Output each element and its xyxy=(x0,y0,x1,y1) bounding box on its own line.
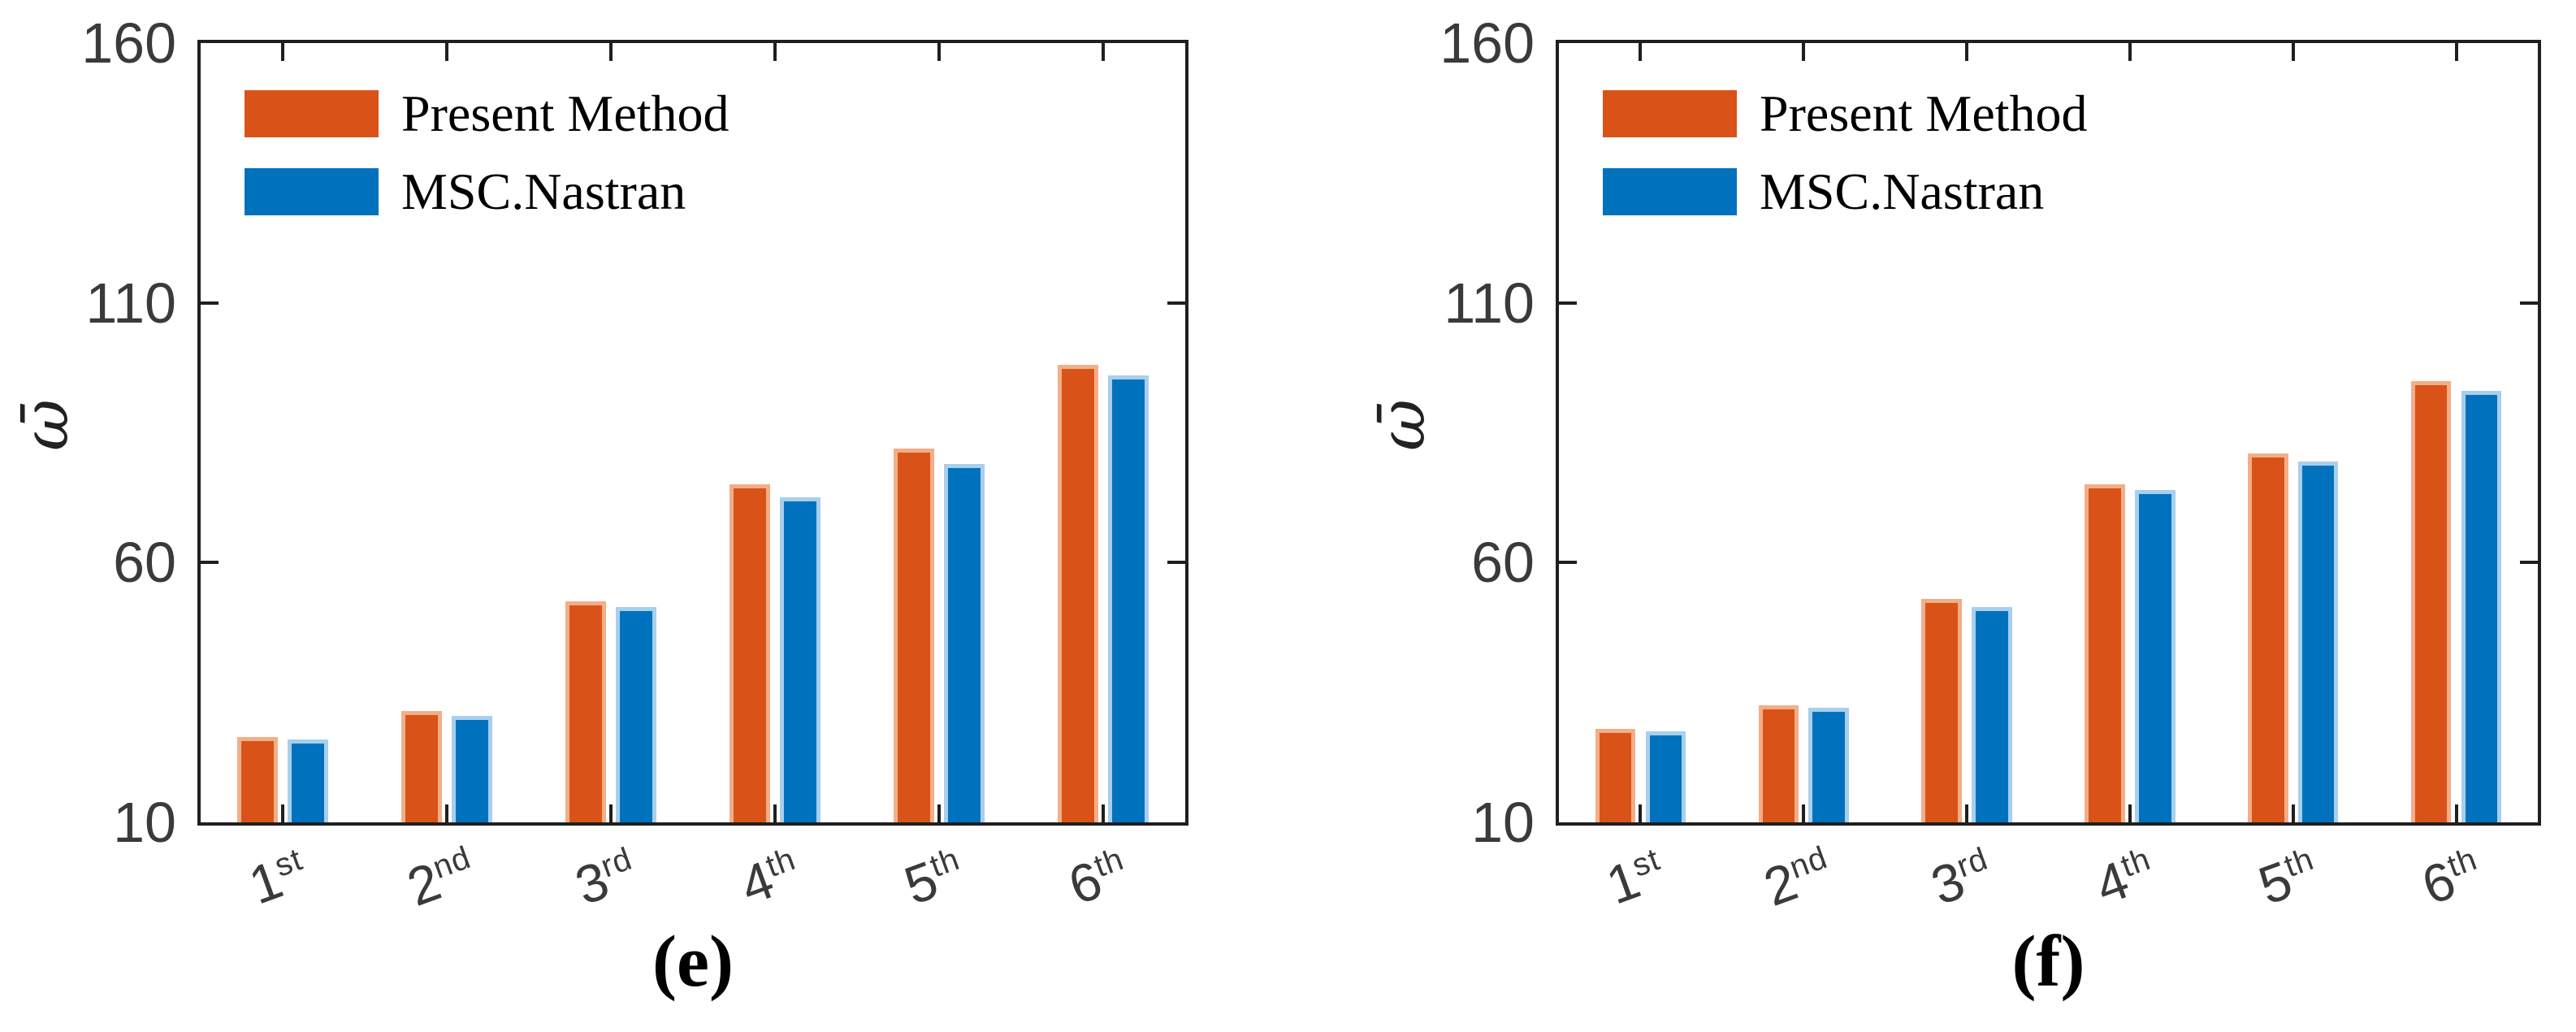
bar-msc-nastran-3rd xyxy=(616,606,656,822)
bar-msc-nastran-4th xyxy=(2135,489,2176,822)
x-tick-mark xyxy=(2454,43,2458,61)
legend-entry-present-method: Present Method xyxy=(1603,84,2088,144)
x-tick-mark xyxy=(2128,43,2132,61)
y-tick-label-110: 110 xyxy=(85,271,176,335)
x-tick-label-1st: 1st xyxy=(241,841,308,916)
plot-area: 10 60 110 160 1st 2nd 3rd 4th 5th 6th Present Meth… xyxy=(1440,11,2541,917)
bar-present-method-3rd xyxy=(565,601,606,822)
x-tick-mark xyxy=(937,43,941,61)
bar-present-method-6th xyxy=(1058,365,1098,822)
bar-msc-nastran-5th xyxy=(944,463,985,822)
x-tick-mark xyxy=(1102,43,1105,61)
x-tick-label-3rd: 3rd xyxy=(1923,840,1993,917)
bar-present-method-2nd xyxy=(1758,705,1799,822)
x-tick-label-5th: 5th xyxy=(896,840,965,917)
legend: Present Method MSC.Nastran xyxy=(1603,84,2088,240)
x-tick-mark xyxy=(281,43,284,61)
x-tick-label-2nd: 2nd xyxy=(1756,839,1833,917)
x-tick-mark xyxy=(773,43,777,61)
legend-label: MSC.Nastran xyxy=(1760,163,2045,220)
y-tick-label-60: 60 xyxy=(113,531,176,595)
bar-present-method-6th xyxy=(2410,380,2452,822)
bar-msc-nastran-5th xyxy=(2297,461,2339,822)
legend-swatch xyxy=(245,90,379,137)
x-tick-mark xyxy=(445,43,448,61)
x-tick-mark xyxy=(609,804,613,822)
x-tick-label-6th: 6th xyxy=(1060,840,1129,917)
bar-msc-nastran-3rd xyxy=(1972,606,2012,822)
y-tick-label-160: 160 xyxy=(1440,11,1535,75)
legend-entry-present-method: Present Method xyxy=(245,84,730,144)
legend-swatch xyxy=(1603,168,1737,215)
x-tick-mark xyxy=(1802,804,1806,822)
bar-present-method-4th xyxy=(730,484,770,822)
bar-msc-nastran-6th xyxy=(1108,375,1149,822)
bar-msc-nastran-1st xyxy=(288,739,328,822)
legend-label: Present Method xyxy=(401,85,730,142)
x-tick-mark xyxy=(1965,804,1969,822)
bar-present-method-3rd xyxy=(1921,599,1962,822)
omega-bar-symbol: ω̄ xyxy=(10,399,83,451)
x-tick-label-5th: 5th xyxy=(2250,840,2318,917)
bar-msc-nastran-1st xyxy=(1645,731,1686,822)
legend-label: MSC.Nastran xyxy=(401,163,686,220)
y-axis-label: ω̄ xyxy=(1358,380,1448,470)
omega-bar-symbol: ω̄ xyxy=(1366,399,1440,451)
panel-caption: (e) xyxy=(652,921,734,1002)
y-tick-label-10: 10 xyxy=(1471,791,1535,854)
bar-present-method-2nd xyxy=(401,710,442,822)
bar-present-method-1st xyxy=(237,736,278,822)
legend: Present Method MSC.Nastran xyxy=(245,84,730,240)
x-tick-mark xyxy=(281,804,284,822)
x-tick-mark xyxy=(2128,804,2132,822)
bar-present-method-1st xyxy=(1595,728,1636,822)
bar-present-method-5th xyxy=(2248,453,2288,822)
y-tick-mark xyxy=(1167,301,1185,305)
x-tick-mark xyxy=(2291,804,2295,822)
legend-entry-msc-nastran: MSC.Nastran xyxy=(245,162,730,222)
y-tick-label-110: 110 xyxy=(1444,271,1535,335)
x-tick-mark xyxy=(1102,804,1105,822)
x-tick-mark xyxy=(1639,804,1643,822)
y-tick-label-160: 160 xyxy=(81,11,176,75)
x-tick-label-2nd: 2nd xyxy=(399,839,476,917)
x-tick-mark xyxy=(937,804,941,822)
legend-label: Present Method xyxy=(1760,85,2088,142)
y-tick-mark xyxy=(201,561,219,565)
x-tick-mark xyxy=(445,804,448,822)
y-tick-mark xyxy=(2520,561,2538,565)
x-tick-mark xyxy=(1639,43,1643,61)
x-tick-mark xyxy=(1965,43,1969,61)
x-tick-label-4th: 4th xyxy=(2087,840,2155,917)
y-tick-label-10: 10 xyxy=(113,791,176,854)
y-tick-label-60: 60 xyxy=(1471,531,1535,595)
x-tick-label-3rd: 3rd xyxy=(567,840,637,917)
y-tick-mark xyxy=(201,301,219,305)
plot-area: 10 60 110 160 1st 2nd 3rd 4th 5th 6th Present Meth… xyxy=(81,11,1188,917)
x-tick-mark xyxy=(2454,804,2458,822)
bar-present-method-4th xyxy=(2085,484,2125,822)
panel-caption: (f) xyxy=(2011,921,2085,1002)
x-tick-label-4th: 4th xyxy=(732,840,801,917)
y-tick-mark xyxy=(1167,561,1185,565)
bar-msc-nastran-6th xyxy=(2461,391,2502,822)
bar-present-method-5th xyxy=(894,448,934,822)
y-axis-label: ω̄ xyxy=(2,380,91,470)
x-tick-label-1st: 1st xyxy=(1599,841,1665,916)
y-tick-mark xyxy=(1559,561,1577,565)
bar-msc-nastran-2nd xyxy=(452,715,492,822)
x-tick-mark xyxy=(2291,43,2295,61)
legend-swatch xyxy=(1603,90,1737,137)
x-tick-label-6th: 6th xyxy=(2414,840,2482,917)
legend-swatch xyxy=(245,168,379,215)
legend-entry-msc-nastran: MSC.Nastran xyxy=(1603,162,2088,222)
bar-msc-nastran-4th xyxy=(780,497,820,822)
x-tick-mark xyxy=(609,43,613,61)
x-tick-mark xyxy=(1802,43,1806,61)
bar-msc-nastran-2nd xyxy=(1808,708,1849,822)
y-tick-mark xyxy=(1559,301,1577,305)
x-tick-mark xyxy=(773,804,777,822)
y-tick-mark xyxy=(2520,301,2538,305)
